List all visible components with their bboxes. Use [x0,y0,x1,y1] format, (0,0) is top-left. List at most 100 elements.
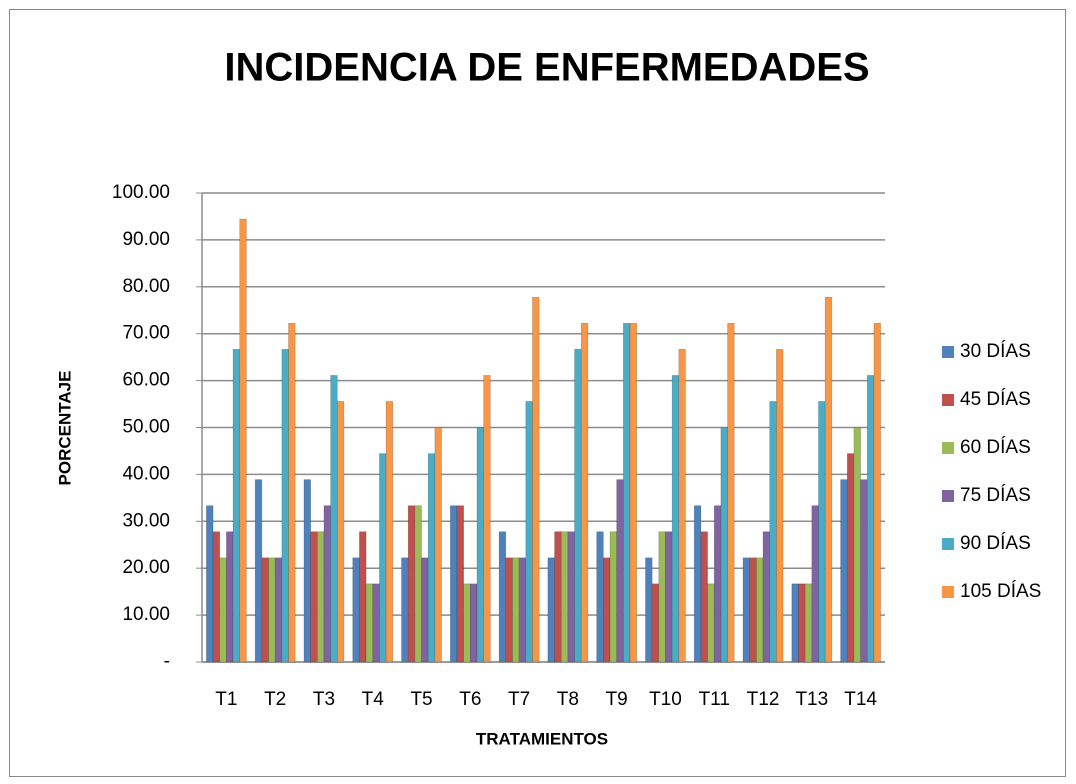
y-tick-label: 10.00 [122,604,170,625]
bar [512,557,520,663]
bar [239,218,247,663]
bar [658,531,666,663]
bar [518,557,527,663]
bar [407,505,416,663]
bar [665,531,673,663]
bar [505,557,513,663]
bar [483,375,491,663]
x-tick-label: T8 [557,689,579,710]
legend-swatch [942,394,954,406]
bar [463,583,471,663]
bar [749,557,757,663]
bar [456,505,464,663]
y-tick-label: 70.00 [122,323,170,344]
bar [330,375,338,663]
bar [756,557,764,663]
x-tick-label: T11 [699,689,730,710]
bar [525,401,533,663]
bar [365,583,374,663]
bar [580,322,589,663]
bar [707,583,715,663]
legend-label: 60 DÍAS [960,437,1031,458]
bar [720,427,728,663]
y-tick-label: 40.00 [122,463,170,484]
bar [769,401,777,663]
bar [316,531,325,663]
x-tick-label: T3 [313,689,335,710]
bar [547,557,555,663]
legend-label: 90 DÍAS [960,533,1031,554]
bar [560,531,569,663]
x-tick-label: T5 [410,689,432,710]
legend-label: 105 DÍAS [960,581,1041,602]
bar [281,349,289,663]
bar [288,322,296,663]
legend-label: 30 DÍAS [960,341,1031,362]
bar [323,505,331,663]
bar [853,427,861,663]
x-tick-label: T2 [264,689,286,710]
y-tick-label: - [164,651,170,672]
bar [310,531,318,663]
bar [776,349,784,663]
legend-swatch [942,442,954,454]
bar [476,427,484,663]
x-tick-label: T14 [844,689,877,710]
bar [700,531,708,663]
legend-label: 45 DÍAS [960,389,1031,410]
x-tick-label: T9 [606,689,628,710]
bar [860,479,868,663]
bar [212,531,221,663]
y-tick-label: 30.00 [122,510,170,531]
bar [873,322,881,663]
y-tick-label: 60.00 [122,370,170,391]
bar [678,349,686,663]
bar [401,557,409,663]
bar [352,557,360,663]
chart-title: INCIDENCIA DE ENFERMEDADES [224,46,869,90]
bar [532,296,540,663]
bar [470,583,478,663]
bar [232,349,241,663]
bar [824,296,833,663]
legend-swatch [942,346,954,358]
bar [274,557,283,663]
bar [427,453,436,663]
x-tick-label: T1 [215,689,237,710]
bar [336,401,345,663]
bar [804,583,813,663]
bar [713,505,722,663]
bar [798,583,806,663]
bar [414,505,422,663]
bar [616,479,624,663]
x-tick-label: T7 [508,689,530,710]
x-tick-label: T12 [747,689,780,710]
bar [603,557,611,663]
bar [498,531,507,663]
bar [727,322,735,663]
bar [574,349,582,663]
x-tick-label: T6 [459,689,481,710]
bar [623,322,631,663]
y-tick-label: 50.00 [122,417,170,438]
bar [671,375,680,663]
bar [742,557,751,663]
bar [645,557,653,663]
bar [567,531,575,663]
bar [226,531,234,663]
x-tick-label: T13 [795,689,828,710]
bar [303,479,311,663]
bar [840,479,848,663]
y-tick-label: 20.00 [122,557,170,578]
bar [609,531,617,663]
bar [261,557,269,663]
bar [450,505,458,663]
bar [629,322,637,663]
x-tick-label: T4 [362,689,385,710]
bar [254,479,263,663]
legend-swatch [942,586,954,598]
bar [791,583,799,663]
bar [268,557,276,663]
x-axis-title: TRATAMIENTOS [476,729,608,748]
y-axis-title: PORCENTAJE [55,371,74,486]
